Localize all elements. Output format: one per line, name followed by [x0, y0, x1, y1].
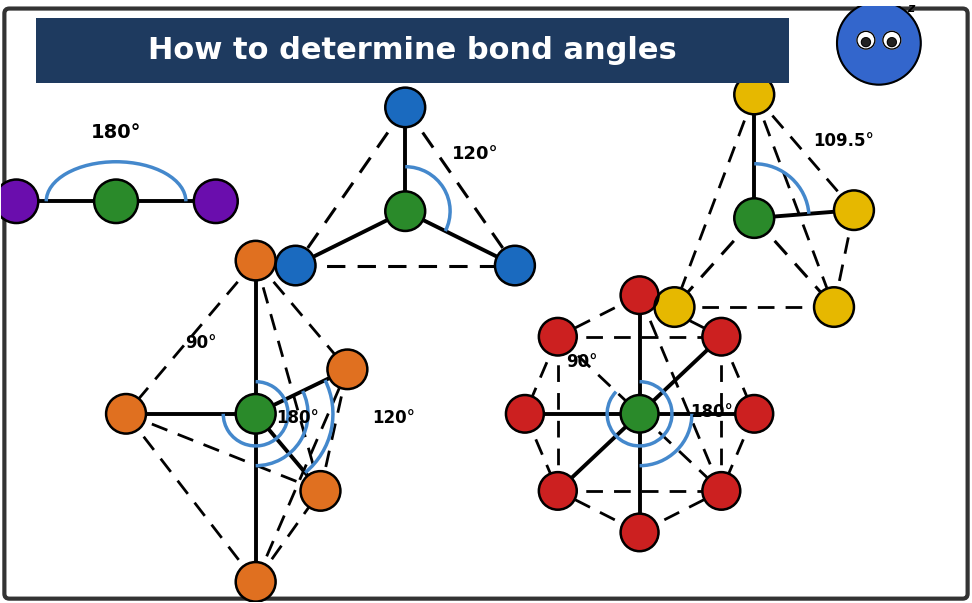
Circle shape [236, 241, 276, 280]
Circle shape [106, 394, 146, 434]
Circle shape [236, 394, 276, 434]
Text: 90°: 90° [185, 333, 217, 352]
Text: 120°: 120° [371, 409, 415, 427]
Text: How to determine bond angles: How to determine bond angles [148, 36, 677, 65]
Text: 180°: 180° [276, 409, 319, 427]
Text: 180°: 180° [90, 122, 141, 142]
Circle shape [328, 350, 367, 389]
Circle shape [620, 395, 658, 432]
Circle shape [703, 472, 741, 510]
Circle shape [734, 75, 774, 115]
Circle shape [385, 191, 425, 231]
Circle shape [538, 472, 576, 510]
Circle shape [815, 287, 854, 327]
Circle shape [276, 246, 316, 285]
Circle shape [734, 198, 774, 238]
Circle shape [94, 180, 138, 223]
Circle shape [0, 180, 38, 223]
Circle shape [654, 287, 694, 327]
Text: 109.5°: 109.5° [814, 132, 875, 150]
FancyBboxPatch shape [5, 8, 967, 599]
Circle shape [883, 31, 901, 49]
Circle shape [236, 562, 276, 602]
Circle shape [861, 38, 870, 46]
Circle shape [703, 318, 741, 356]
FancyBboxPatch shape [36, 19, 789, 83]
Circle shape [837, 2, 920, 84]
Text: 90°: 90° [566, 353, 598, 371]
Circle shape [385, 87, 425, 127]
Text: z: z [907, 2, 915, 15]
Circle shape [495, 246, 535, 285]
Circle shape [620, 276, 658, 314]
Circle shape [735, 395, 773, 432]
Circle shape [193, 180, 238, 223]
Circle shape [620, 514, 658, 551]
Circle shape [300, 471, 340, 511]
Circle shape [857, 31, 875, 49]
Circle shape [506, 395, 544, 432]
Circle shape [834, 191, 874, 230]
Text: 120°: 120° [452, 145, 499, 163]
Circle shape [538, 318, 576, 356]
Text: 180°: 180° [690, 403, 733, 421]
Circle shape [887, 38, 896, 46]
